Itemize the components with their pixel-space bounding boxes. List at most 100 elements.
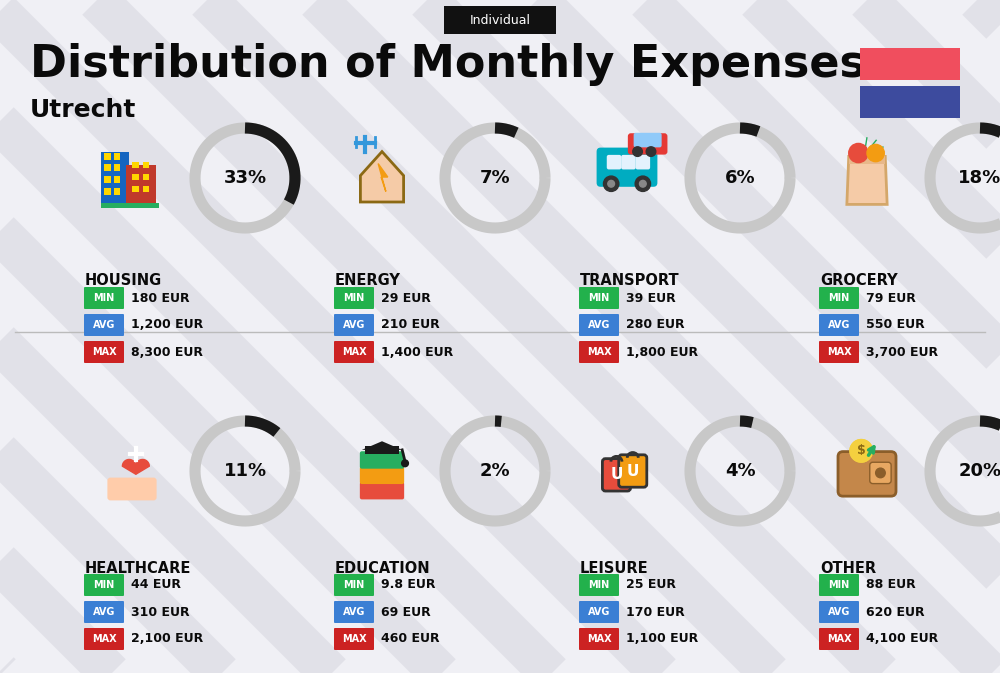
FancyBboxPatch shape	[334, 287, 374, 309]
Text: 180 EUR: 180 EUR	[131, 291, 190, 304]
Text: Utrecht: Utrecht	[30, 98, 136, 122]
FancyBboxPatch shape	[838, 452, 896, 496]
Text: AVG: AVG	[828, 320, 850, 330]
Text: LEISURE: LEISURE	[580, 561, 649, 576]
Text: AVG: AVG	[828, 607, 850, 617]
FancyBboxPatch shape	[870, 462, 891, 484]
FancyBboxPatch shape	[365, 446, 399, 454]
Polygon shape	[869, 147, 884, 152]
FancyBboxPatch shape	[104, 188, 111, 194]
Text: AVG: AVG	[588, 607, 610, 617]
Text: 620 EUR: 620 EUR	[866, 606, 925, 618]
Text: MIN: MIN	[343, 580, 365, 590]
Text: 210 EUR: 210 EUR	[381, 318, 440, 332]
Polygon shape	[136, 460, 149, 474]
Text: MIN: MIN	[93, 293, 115, 303]
FancyBboxPatch shape	[84, 314, 124, 336]
Text: AVG: AVG	[93, 607, 115, 617]
FancyBboxPatch shape	[334, 341, 374, 363]
FancyBboxPatch shape	[84, 601, 124, 623]
Polygon shape	[122, 460, 136, 474]
FancyBboxPatch shape	[579, 601, 619, 623]
FancyBboxPatch shape	[579, 341, 619, 363]
Polygon shape	[847, 156, 887, 205]
Circle shape	[851, 440, 872, 462]
Circle shape	[646, 147, 656, 156]
Text: HOUSING: HOUSING	[85, 273, 162, 288]
FancyBboxPatch shape	[360, 466, 404, 484]
FancyBboxPatch shape	[607, 155, 621, 170]
FancyBboxPatch shape	[634, 133, 662, 147]
Text: 6%: 6%	[725, 169, 755, 187]
Text: 29 EUR: 29 EUR	[381, 291, 431, 304]
Circle shape	[608, 180, 615, 187]
Text: MAX: MAX	[587, 634, 611, 644]
FancyBboxPatch shape	[579, 314, 619, 336]
FancyBboxPatch shape	[597, 147, 657, 187]
Text: 4,100 EUR: 4,100 EUR	[866, 633, 938, 645]
FancyBboxPatch shape	[819, 574, 859, 596]
Text: MAX: MAX	[92, 347, 116, 357]
Text: 88 EUR: 88 EUR	[866, 579, 916, 592]
Text: 4%: 4%	[725, 462, 755, 480]
FancyBboxPatch shape	[114, 164, 120, 171]
Circle shape	[402, 460, 408, 466]
Text: 1,100 EUR: 1,100 EUR	[626, 633, 698, 645]
Text: AVG: AVG	[343, 320, 365, 330]
FancyBboxPatch shape	[334, 574, 374, 596]
Polygon shape	[360, 151, 404, 202]
FancyBboxPatch shape	[114, 176, 120, 183]
FancyBboxPatch shape	[132, 162, 139, 168]
FancyBboxPatch shape	[132, 186, 139, 192]
Text: TRANSPORT: TRANSPORT	[580, 273, 680, 288]
FancyBboxPatch shape	[628, 133, 667, 155]
Text: MIN: MIN	[828, 580, 850, 590]
FancyBboxPatch shape	[132, 174, 139, 180]
FancyBboxPatch shape	[579, 574, 619, 596]
FancyBboxPatch shape	[860, 48, 960, 80]
FancyBboxPatch shape	[143, 174, 149, 180]
Text: 8,300 EUR: 8,300 EUR	[131, 345, 203, 359]
Circle shape	[867, 145, 884, 162]
Circle shape	[633, 147, 642, 156]
Text: 170 EUR: 170 EUR	[626, 606, 685, 618]
FancyBboxPatch shape	[579, 287, 619, 309]
FancyBboxPatch shape	[114, 153, 120, 160]
FancyBboxPatch shape	[819, 287, 859, 309]
Text: MIN: MIN	[828, 293, 850, 303]
Text: MIN: MIN	[588, 580, 610, 590]
FancyBboxPatch shape	[619, 455, 647, 487]
FancyBboxPatch shape	[334, 601, 374, 623]
Circle shape	[635, 176, 651, 191]
FancyBboxPatch shape	[849, 155, 885, 164]
Text: 11%: 11%	[223, 462, 267, 480]
Text: MAX: MAX	[342, 347, 366, 357]
Polygon shape	[362, 441, 402, 450]
Text: MAX: MAX	[827, 347, 851, 357]
FancyBboxPatch shape	[636, 155, 650, 170]
Text: 310 EUR: 310 EUR	[131, 606, 190, 618]
Text: MAX: MAX	[92, 634, 116, 644]
FancyBboxPatch shape	[84, 628, 124, 650]
Text: OTHER: OTHER	[820, 561, 876, 576]
Text: MIN: MIN	[588, 293, 610, 303]
Text: 20%: 20%	[958, 462, 1000, 480]
Text: AVG: AVG	[93, 320, 115, 330]
Text: 7%: 7%	[480, 169, 510, 187]
Text: 460 EUR: 460 EUR	[381, 633, 440, 645]
FancyBboxPatch shape	[84, 341, 124, 363]
FancyBboxPatch shape	[819, 314, 859, 336]
Text: 280 EUR: 280 EUR	[626, 318, 685, 332]
FancyBboxPatch shape	[114, 188, 120, 194]
FancyBboxPatch shape	[101, 203, 159, 208]
Text: AVG: AVG	[343, 607, 365, 617]
FancyBboxPatch shape	[104, 164, 111, 171]
Circle shape	[851, 440, 872, 462]
Text: 2,100 EUR: 2,100 EUR	[131, 633, 203, 645]
Text: 33%: 33%	[223, 169, 267, 187]
FancyBboxPatch shape	[360, 482, 404, 499]
FancyBboxPatch shape	[860, 86, 960, 118]
FancyBboxPatch shape	[84, 574, 124, 596]
Text: 550 EUR: 550 EUR	[866, 318, 925, 332]
FancyBboxPatch shape	[84, 287, 124, 309]
